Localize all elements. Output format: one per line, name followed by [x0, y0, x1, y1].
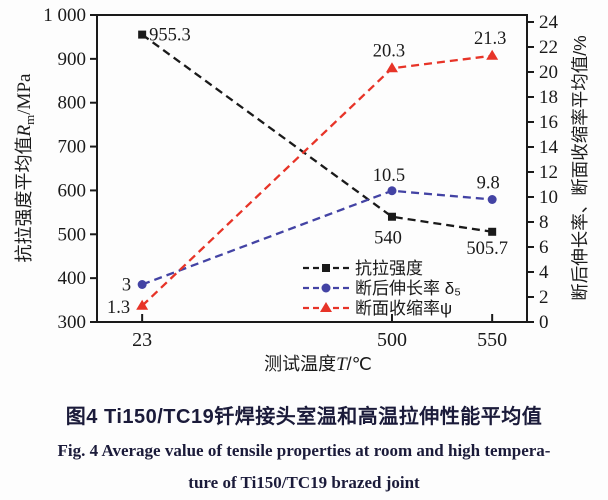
x-axis-title: 测试温度T/℃: [264, 354, 372, 375]
left-tick-label: 400: [58, 268, 87, 289]
right-tick-label: 18: [539, 87, 558, 108]
series-2: 1.3 20.3 21.3: [107, 29, 506, 318]
data-label: 10.5: [373, 166, 405, 186]
data-label: 1.3: [107, 298, 130, 318]
left-axis: 300 400 500 600 700 800 900 1 000: [43, 5, 97, 333]
data-label: 955.3: [149, 26, 191, 46]
right-axis-title: 断后伸长率、断面收缩率平均值/%: [570, 35, 590, 300]
caption-chinese: 图4 Ti150/TC19钎焊接头室温和高温拉伸性能平均值: [65, 406, 543, 428]
right-tick-label: 24: [539, 12, 559, 33]
svg-text:抗拉强度平均值Rm/MPa: 抗拉强度平均值Rm/MPa: [14, 73, 37, 262]
data-label: 9.8: [477, 174, 500, 194]
left-tick-label: 700: [58, 137, 87, 158]
left-tick-label: 300: [58, 312, 87, 333]
legend-label: 断后伸长率 δ₅: [355, 279, 461, 298]
right-tick-label: 16: [539, 112, 558, 133]
right-tick-label: 8: [539, 212, 549, 233]
left-tick-label: 500: [58, 224, 87, 245]
data-label: 20.3: [373, 41, 405, 61]
svg-text:测试温度T/℃: 测试温度T/℃: [264, 354, 372, 375]
svg-text:断后伸长率、断面收缩率平均值/%: 断后伸长率、断面收缩率平均值/%: [570, 35, 590, 300]
left-tick-label: 1 000: [43, 5, 86, 26]
legend-label: 抗拉强度: [355, 259, 423, 278]
right-tick-label: 20: [539, 62, 558, 83]
legend-label: 断面收缩率ψ: [355, 299, 452, 318]
caption-english-line2: ture of Ti150/TC19 brazed joint: [188, 473, 420, 492]
right-tick-label: 2: [539, 287, 549, 308]
data-label: 540: [374, 229, 402, 249]
right-tick-label: 0: [539, 312, 549, 333]
left-tick-label: 900: [58, 49, 87, 70]
data-label: 3: [122, 276, 131, 296]
plot-border: [96, 14, 528, 323]
right-tick-label: 14: [539, 137, 559, 158]
right-tick-label: 12: [539, 162, 558, 183]
series-0: 955.3 540 505.7: [138, 26, 508, 259]
x-tick-label: 23: [132, 329, 152, 351]
right-tick-label: 6: [539, 237, 549, 258]
data-label: 21.3: [474, 29, 506, 49]
x-tick-label: 550: [477, 329, 507, 351]
data-label: 505.7: [466, 239, 508, 259]
right-tick-label: 10: [539, 187, 558, 208]
right-tick-label: 22: [539, 37, 558, 58]
left-axis-title: 抗拉强度平均值Rm/MPa: [14, 73, 37, 262]
figure-captions: 图4 Ti150/TC19钎焊接头室温和高温拉伸性能平均值 Fig. 4 Ave…: [0, 388, 608, 493]
right-tick-label: 4: [539, 262, 549, 283]
caption-english-line1: Fig. 4 Average value of tensile properti…: [57, 441, 551, 460]
x-axis: 23 500 550: [132, 314, 507, 351]
left-tick-label: 800: [58, 93, 87, 114]
series-1: 3 10.5 9.8: [122, 166, 500, 296]
left-tick-label: 600: [58, 180, 87, 201]
x-tick-label: 500: [377, 329, 407, 351]
